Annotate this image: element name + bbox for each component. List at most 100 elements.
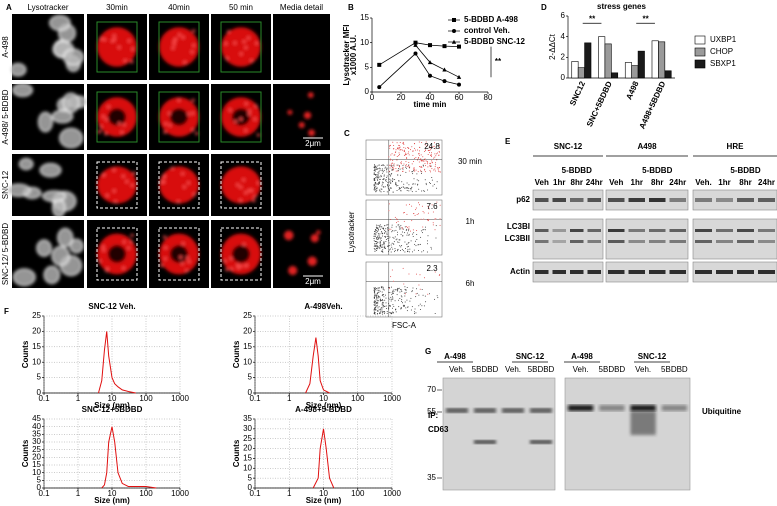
band-label: Actin — [510, 267, 530, 276]
band — [737, 270, 754, 274]
event — [398, 224, 400, 226]
event — [405, 289, 407, 291]
event — [435, 218, 437, 220]
y-tick-label: 0 — [248, 483, 253, 492]
event — [391, 298, 393, 300]
lane-label: 1hr — [718, 178, 730, 187]
event — [401, 302, 403, 304]
event — [394, 236, 396, 238]
event — [398, 226, 400, 228]
band — [758, 240, 775, 243]
event — [428, 293, 430, 295]
band — [535, 198, 549, 202]
event — [405, 289, 407, 291]
event — [385, 166, 387, 168]
event — [421, 251, 423, 253]
event — [417, 244, 419, 246]
event — [422, 294, 424, 296]
event — [414, 214, 416, 216]
x-axis-label: time min — [414, 100, 447, 109]
event — [375, 234, 377, 236]
band — [630, 405, 656, 411]
event — [381, 287, 383, 289]
event — [386, 175, 388, 177]
event — [385, 294, 387, 296]
zoom-frame — [220, 161, 262, 209]
event — [434, 166, 436, 168]
micrograph-content — [97, 233, 137, 275]
event — [379, 300, 381, 302]
event — [374, 309, 376, 311]
event — [413, 169, 415, 171]
event — [396, 164, 398, 166]
event — [373, 297, 375, 299]
event — [412, 287, 414, 289]
panel-letter: D — [541, 3, 547, 12]
event — [377, 238, 379, 240]
event — [431, 176, 433, 178]
event — [380, 238, 382, 240]
event — [388, 240, 390, 242]
event — [400, 246, 402, 248]
event — [411, 163, 413, 165]
event — [390, 286, 392, 288]
event — [397, 174, 399, 176]
blot-strip — [532, 261, 604, 283]
x-tick-label: 10 — [319, 394, 328, 403]
event — [382, 178, 384, 180]
event — [428, 218, 430, 220]
event — [436, 181, 438, 183]
x-tick-label: 1000 — [171, 394, 189, 403]
event — [413, 143, 415, 145]
event — [400, 148, 402, 150]
vesicle — [101, 245, 105, 249]
band — [587, 240, 601, 243]
vesicle — [310, 234, 319, 243]
band — [669, 229, 686, 232]
event — [422, 156, 424, 158]
event — [398, 188, 400, 190]
event — [433, 142, 435, 144]
event — [377, 297, 379, 299]
event — [413, 169, 415, 171]
column-header: Lysotracker — [27, 3, 68, 12]
event — [389, 173, 391, 175]
vesicle — [227, 30, 231, 34]
event — [390, 276, 392, 278]
event — [424, 162, 426, 164]
event — [383, 169, 385, 171]
event — [381, 286, 383, 288]
mw-marker: 35 — [427, 473, 436, 482]
event — [417, 171, 419, 173]
band — [628, 198, 645, 202]
event — [430, 154, 432, 156]
event — [376, 237, 378, 239]
event — [381, 170, 383, 172]
data-point — [442, 44, 447, 49]
event — [374, 167, 376, 169]
event — [386, 164, 388, 166]
event — [376, 250, 378, 252]
event — [425, 160, 427, 162]
band — [570, 229, 584, 232]
event — [381, 298, 383, 300]
event — [403, 292, 405, 294]
legend-label: 5-BDBD A-498 — [464, 15, 518, 24]
event — [421, 167, 423, 169]
band — [737, 198, 754, 202]
event — [429, 182, 431, 184]
treatment-label: 5-BDBD — [642, 166, 672, 175]
vesicle — [254, 104, 258, 108]
event — [383, 296, 385, 298]
event — [376, 165, 378, 167]
event — [394, 300, 396, 302]
y-tick-label: 15 — [243, 342, 252, 351]
event — [378, 164, 380, 166]
data-point — [377, 85, 382, 90]
event — [393, 291, 395, 293]
y-tick-label: 35 — [32, 429, 41, 438]
x-tick-label: 0.1 — [38, 489, 50, 498]
band — [570, 270, 584, 274]
event — [377, 303, 379, 305]
event — [403, 220, 405, 222]
